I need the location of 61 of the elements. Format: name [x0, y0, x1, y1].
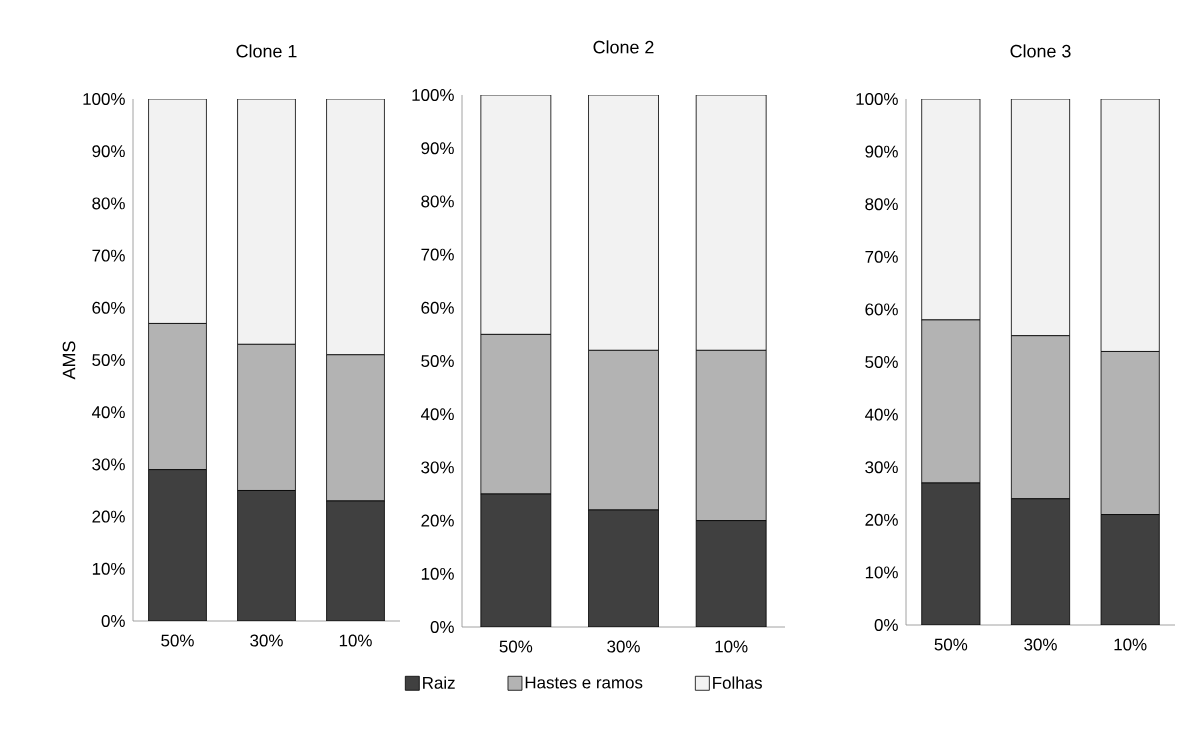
y-tick-label: 90%	[92, 145, 125, 158]
bar	[326, 500, 385, 621]
x-tick-label: 10%	[715, 640, 748, 653]
bar	[588, 509, 659, 627]
y-tick-label: 60%	[865, 303, 898, 316]
y-tick-label: 0%	[101, 615, 125, 627]
legend-label: Hastes e ramos	[525, 676, 643, 689]
x-tick-label: 10%	[1114, 638, 1147, 651]
y-tick-label: 30%	[421, 461, 454, 474]
y-tick-label: 30%	[92, 458, 125, 471]
y-tick-label: 50%	[421, 355, 454, 367]
y-tick-label: 20%	[865, 513, 898, 526]
y-tick-label: 60%	[421, 301, 454, 314]
y-tick-label: 10%	[92, 562, 125, 575]
y-tick-label: 0%	[430, 621, 454, 633]
legend-label: Raiz	[423, 676, 455, 689]
y-tick-label: 90%	[421, 142, 454, 155]
y-tick-label: 20%	[421, 514, 454, 527]
x-tick-label: 50%	[161, 634, 194, 647]
bar	[1010, 498, 1071, 625]
y-tick-label: 60%	[92, 301, 125, 314]
y-tick-label: 100%	[412, 88, 454, 101]
y-tick-label: 40%	[864, 408, 898, 421]
bar	[326, 98, 385, 356]
y-tick-label: 20%	[92, 510, 125, 523]
bar	[237, 490, 296, 621]
bar	[148, 98, 207, 324]
y-tick-label: 50%	[865, 356, 898, 368]
y-tick-label: 10%	[421, 567, 454, 580]
chart-title: Clone 2	[593, 40, 654, 54]
y-tick-label: 40%	[91, 406, 125, 419]
x-tick-label: 10%	[339, 634, 372, 647]
legend-label: Folhas	[713, 676, 762, 689]
bar	[695, 520, 767, 627]
y-axis-title: AMS	[62, 341, 76, 380]
chart-title: Clone 1	[236, 44, 297, 58]
y-tick-label: 100%	[83, 93, 125, 105]
y-tick-label: 70%	[92, 249, 125, 262]
y-tick-label: 0%	[874, 619, 898, 631]
y-tick-label: 50%	[92, 354, 125, 366]
bar	[921, 482, 981, 625]
y-tick-label: 90%	[865, 145, 898, 158]
bar	[1100, 514, 1160, 625]
x-tick-label: 50%	[499, 640, 533, 653]
y-tick-label: 70%	[421, 248, 454, 261]
bar	[237, 98, 296, 345]
y-tick-label: 30%	[865, 461, 898, 474]
y-tick-label: 10%	[865, 566, 898, 579]
y-tick-label: 40%	[420, 408, 454, 421]
y-tick-label: 70%	[865, 250, 898, 263]
y-tick-label: 100%	[856, 92, 898, 105]
bar	[148, 469, 207, 621]
x-tick-label: 30%	[1024, 638, 1057, 651]
bar	[480, 493, 552, 627]
x-tick-label: 50%	[934, 638, 968, 651]
x-tick-label: 30%	[250, 634, 283, 647]
x-tick-label: 30%	[607, 640, 640, 653]
y-tick-label: 80%	[865, 198, 898, 211]
y-tick-label: 80%	[92, 197, 125, 210]
chart-title: Clone 3	[1010, 44, 1071, 58]
y-tick-label: 80%	[421, 195, 454, 208]
